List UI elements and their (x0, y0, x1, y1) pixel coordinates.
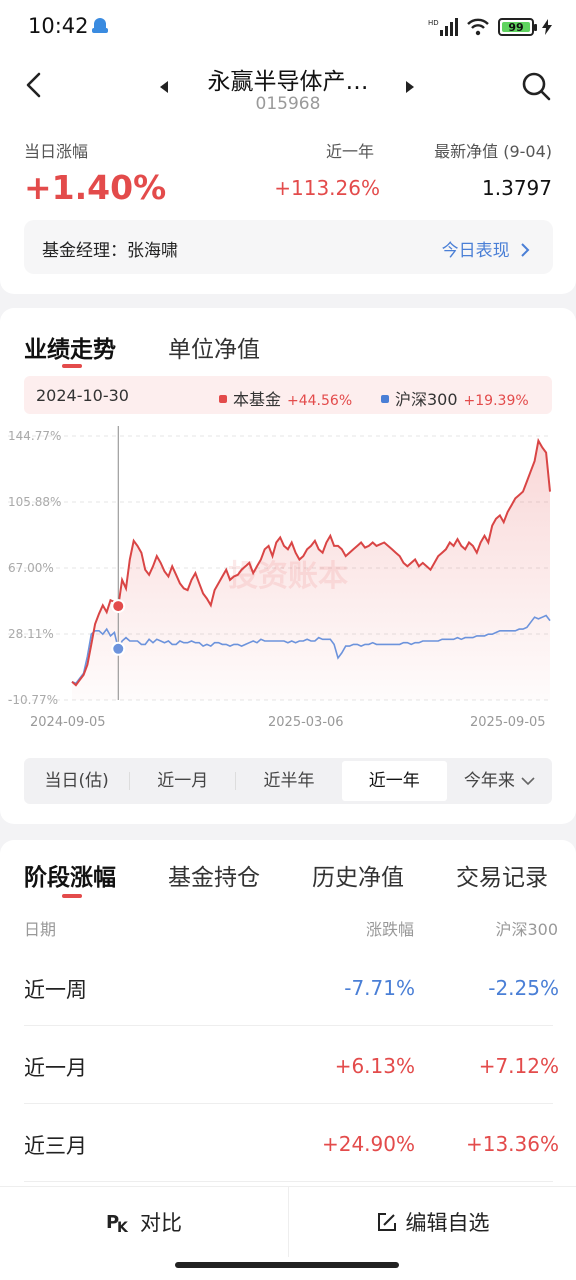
index-color-swatch (381, 395, 389, 403)
y-tick-label: -10.77% (8, 693, 58, 707)
year-change-value: +113.26% (274, 176, 380, 200)
legend-index-name: 沪深300 (395, 390, 458, 409)
fund-area (72, 440, 550, 700)
today-change-label: 当日涨幅 (24, 142, 89, 161)
y-tick-label: 144.77% (8, 429, 61, 443)
active-tab-indicator (62, 364, 82, 368)
legend-index: 沪深300 +19.39% (381, 386, 529, 410)
fund-code: 015968 (255, 94, 321, 114)
edit-icon (377, 1213, 396, 1231)
table-row: 近一月 +6.13% +7.12% (24, 1026, 559, 1104)
tab-history-nav[interactable]: 历史净值 (312, 865, 404, 891)
svg-text:P: P (106, 1212, 119, 1233)
signal-icon: HD (428, 18, 458, 36)
range-separator (235, 772, 237, 790)
edit-watchlist-label: 编辑自选 (405, 1211, 490, 1235)
column-header-hs300: 沪深300 (495, 920, 558, 939)
x-tick-label: 2024-09-05 (30, 715, 106, 730)
legend-date: 2024-10-30 (36, 386, 129, 405)
next-fund-icon[interactable] (404, 80, 416, 94)
row-change: +24.90% (321, 1132, 415, 1156)
nav-label: 最新净值 (9-04) (434, 142, 552, 161)
range-option[interactable]: 今年来 (447, 758, 552, 804)
performance-chart[interactable]: 144.77%105.88%67.00%28.11%-10.77% 投资账本 2… (0, 426, 576, 746)
fund-series-line (71, 437, 551, 687)
today-performance-link[interactable]: 今日表现 (442, 236, 531, 261)
y-tick-label: 67.00% (8, 561, 54, 575)
svg-text:K: K (117, 1220, 129, 1234)
row-change: +6.13% (334, 1054, 415, 1078)
search-icon[interactable] (520, 70, 552, 102)
status-icons: HD 99 (428, 16, 552, 38)
row-period: 近三月 (24, 1134, 87, 1158)
range-option-label: 今年来 (463, 771, 515, 791)
fund-title: 永赢半导体产… (207, 69, 369, 95)
index-series-line (71, 614, 551, 685)
compare-label: 对比 (140, 1211, 182, 1235)
pk-icon: P K (106, 1212, 129, 1234)
range-selector: 当日(估) 近一月 近半年 近一年 今年来 (24, 758, 552, 804)
fund-marker-dot (111, 599, 126, 614)
back-icon[interactable] (20, 70, 50, 100)
tab-performance[interactable]: 业绩走势 (24, 337, 116, 363)
app-notification-icon (92, 18, 108, 33)
manager-row[interactable]: 基金经理：张海啸 今日表现 (24, 220, 553, 274)
fund-header-card: 永赢半导体产… 015968 当日涨幅 近一年 最新净值 (9-04) +1.4… (0, 54, 576, 294)
range-option[interactable]: 当日(估) (44, 771, 109, 791)
manager-name: 基金经理：张海啸 (42, 241, 178, 261)
charging-icon (542, 19, 552, 35)
nav-value: 1.3797 (482, 176, 552, 200)
x-tick-label: 2025-03-06 (268, 715, 344, 730)
today-change-value: +1.40% (24, 168, 167, 207)
legend-index-value: +19.39% (463, 393, 529, 409)
row-hs300: +13.36% (465, 1132, 559, 1156)
prev-fund-icon[interactable] (158, 80, 170, 94)
tab-stage-returns[interactable]: 阶段涨幅 (24, 865, 116, 891)
range-option[interactable]: 近半年 (263, 771, 315, 791)
table-row: 近三月 +24.90% +13.36% (24, 1104, 559, 1182)
status-bar: 10:42 HD 99 (0, 0, 576, 54)
row-hs300: -2.25% (488, 976, 559, 1000)
year-change-label: 近一年 (326, 142, 375, 161)
edit-watchlist-button[interactable]: 编辑自选 (288, 1187, 576, 1257)
range-separator (129, 772, 131, 790)
legend-fund: 本基金 +44.56% (219, 386, 352, 410)
compare-button[interactable]: P K 对比 (0, 1187, 288, 1257)
svg-text:HD: HD (428, 19, 439, 27)
wifi-icon (467, 18, 489, 36)
y-tick-label: 105.88% (8, 495, 61, 509)
chevron-right-icon (521, 243, 530, 257)
fund-color-swatch (219, 395, 227, 403)
row-change: -7.71% (344, 976, 415, 1000)
chart-legend: 2024-10-30 本基金 +44.56% 沪深300 +19.39% (24, 376, 552, 414)
index-marker-dot (111, 641, 126, 656)
row-period: 近一月 (24, 1056, 87, 1080)
today-performance-label: 今日表现 (441, 241, 510, 261)
active-tab-indicator (62, 894, 82, 898)
battery-icon: 99 (498, 18, 537, 36)
home-indicator (175, 1262, 399, 1268)
row-hs300: +7.12% (478, 1054, 559, 1078)
x-tick-label: 2025-09-05 (470, 715, 546, 730)
tab-unit-nav[interactable]: 单位净值 (168, 337, 260, 363)
legend-fund-value: +44.56% (287, 393, 353, 409)
table-row: 近一周 -7.71% -2.25% (24, 948, 559, 1026)
stats-card: 阶段涨幅 基金持仓 历史净值 交易记录 日期 涨跌幅 沪深300 近一周 -7.7… (0, 840, 576, 1190)
legend-fund-name: 本基金 (233, 390, 282, 409)
row-period: 近一周 (24, 978, 87, 1002)
y-tick-label: 28.11% (8, 627, 54, 641)
column-header-change: 涨跌幅 (365, 920, 414, 939)
range-option[interactable]: 近一月 (157, 771, 209, 791)
tab-trade-records[interactable]: 交易记录 (456, 865, 548, 891)
performance-card: 业绩走势 单位净值 2024-10-30 本基金 +44.56% 沪深300 +19… (0, 308, 576, 824)
range-option[interactable]: 近一年 (341, 761, 447, 801)
chevron-down-icon (521, 777, 535, 786)
column-header-date: 日期 (24, 920, 57, 939)
tab-holdings[interactable]: 基金持仓 (168, 865, 260, 891)
status-time: 10:42 (28, 14, 89, 38)
